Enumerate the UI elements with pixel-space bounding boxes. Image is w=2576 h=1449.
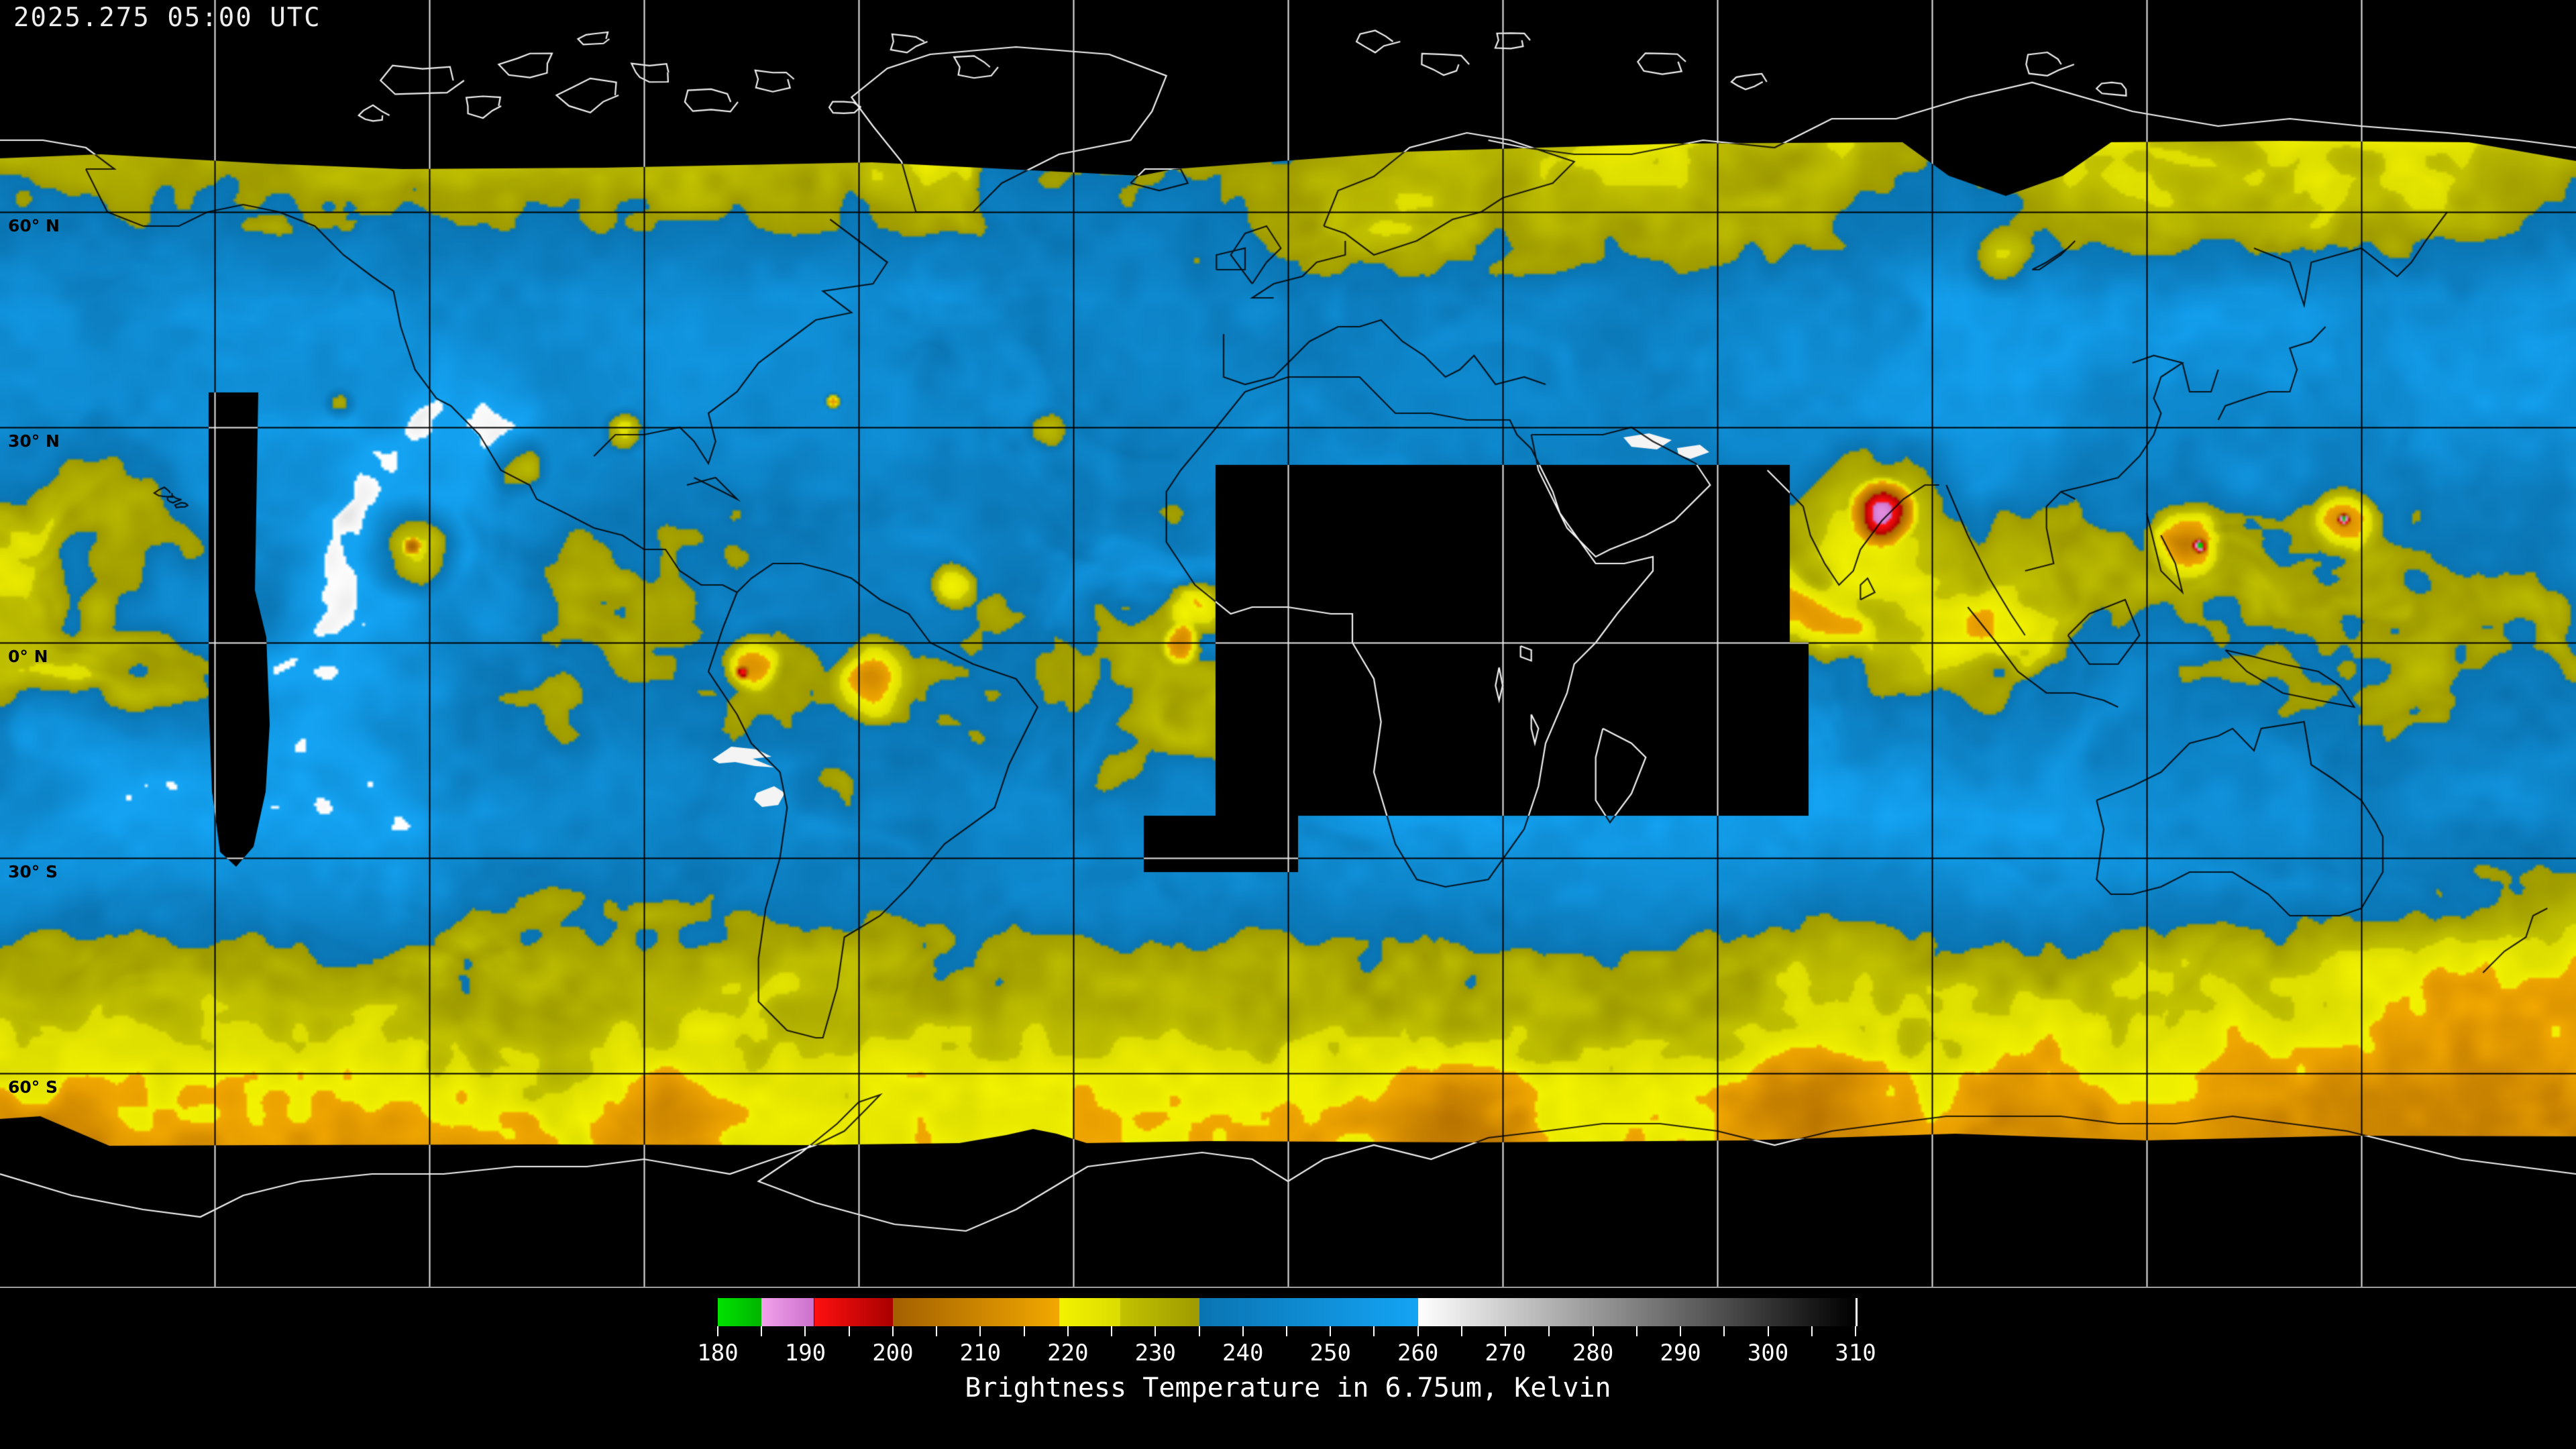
colorbar-tick-270	[1505, 1326, 1507, 1336]
colorbar-tick-255	[1373, 1326, 1375, 1336]
colorbar-tick-label-310: 310	[1835, 1340, 1876, 1366]
colorbar-tick-label-240: 240	[1222, 1340, 1264, 1366]
colorbar-segment-200-219	[892, 1298, 1059, 1326]
colorbar-tick-label-270: 270	[1485, 1340, 1526, 1366]
colorbar-segment-260-310	[1417, 1298, 1856, 1326]
colorbar-tick-245	[1286, 1326, 1287, 1336]
colorbar-tick-300	[1767, 1326, 1769, 1336]
colorbar-tick-label-230: 230	[1134, 1340, 1176, 1366]
colorbar-segment-219-226	[1059, 1298, 1121, 1326]
colorbar-tick-295	[1723, 1326, 1725, 1336]
colorbar-tick-210	[979, 1326, 981, 1336]
colorbar-tick-label-210: 210	[959, 1340, 1002, 1366]
colorbar-tick-label-300: 300	[1747, 1340, 1789, 1366]
colorbar-tick-260	[1417, 1326, 1419, 1336]
colorbar-tick-195	[848, 1326, 850, 1336]
colorbar-tick-310	[1855, 1326, 1856, 1336]
map-footer-divider	[0, 1287, 2576, 1288]
colorbar-tick-label-180: 180	[697, 1340, 739, 1366]
brightness-temperature-map	[0, 0, 2576, 1287]
colorbar-tick-265	[1460, 1326, 1462, 1336]
colorbar-tick-label-290: 290	[1660, 1340, 1701, 1366]
colorbar-tick-label-260: 260	[1397, 1340, 1439, 1366]
colorbar-segment-235-260	[1199, 1298, 1418, 1326]
colorbar-tick-285	[1635, 1326, 1638, 1336]
latitude-label-30S: 30° S	[8, 862, 58, 881]
colorbar-tick-205	[936, 1326, 938, 1336]
colorbar-tick-label-220: 220	[1047, 1340, 1089, 1366]
timestamp: 2025.275 05:00 UTC	[13, 3, 321, 33]
colorbar-segment-180-185	[718, 1298, 762, 1326]
colorbar-tick-180	[717, 1326, 718, 1336]
colorbar-tick-label-190: 190	[784, 1340, 826, 1366]
colorbar-tick-225	[1111, 1326, 1113, 1336]
colorbar-tick-185	[761, 1326, 763, 1336]
colorbar-segment-191-200	[814, 1298, 893, 1326]
colorbar-tick-230	[1155, 1326, 1157, 1336]
colorbar-tick-200	[892, 1326, 894, 1336]
colorbar: 180 190 200 210 220 230 240 250 260 270 280 290 300 3…	[697, 1298, 1876, 1366]
latitude-label-0N: 0° N	[8, 647, 48, 666]
colorbar-tick-label-280: 280	[1572, 1340, 1614, 1366]
colorbar-segment-226-235	[1120, 1298, 1199, 1326]
colorbar-tick-240	[1242, 1326, 1244, 1336]
colorbar-caption: Brightness Temperature in 6.75um, Kelvin	[965, 1373, 1611, 1403]
colorbar-tick-label-250: 250	[1309, 1340, 1351, 1366]
colorbar-tick-220	[1067, 1326, 1069, 1336]
colorbar-tick-280	[1592, 1326, 1594, 1336]
colorbar-tick-190	[804, 1326, 806, 1336]
colorbar-tick-275	[1548, 1326, 1550, 1336]
colorbar-tick-290	[1680, 1326, 1682, 1336]
colorbar-tick-250	[1330, 1326, 1332, 1336]
latitude-label-60S: 60° S	[8, 1077, 58, 1097]
colorbar-tick-235	[1198, 1326, 1200, 1336]
colorbar-tick-label-200: 200	[872, 1340, 914, 1366]
latitude-label-30N: 30° N	[8, 431, 60, 451]
colorbar-segment-185-191	[761, 1298, 814, 1326]
latitude-label-60N: 60° N	[8, 216, 60, 235]
colorbar-tick-305	[1811, 1326, 1813, 1336]
colorbar-tick-215	[1023, 1326, 1025, 1336]
